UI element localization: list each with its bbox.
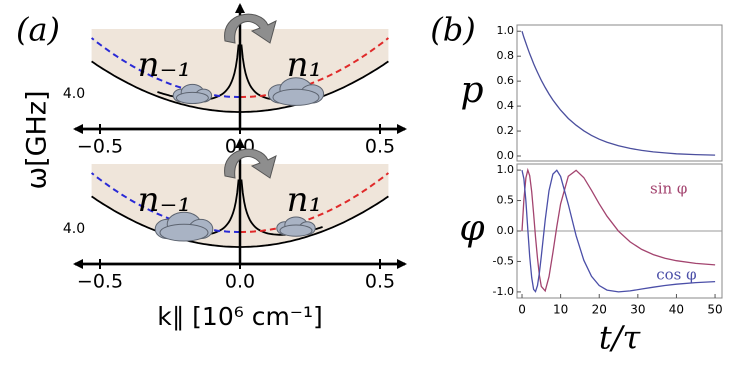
y-tick-label: 0.4 (497, 99, 515, 112)
x-tick-label: 40 (669, 303, 684, 317)
x-tick-label: −0.5 (77, 136, 123, 158)
x-tick-label: 50 (707, 303, 722, 317)
x-axis-label: t/τ (599, 319, 642, 357)
y-tick-label: 0.6 (497, 74, 515, 87)
cloud-puff (159, 223, 209, 242)
y-tick-label: 0.2 (497, 124, 515, 137)
y-tick-label: 0.0 (497, 149, 515, 162)
mode-label: n₋₁ (138, 180, 191, 220)
dashed-branch (90, 37, 240, 98)
x-tick-label: 10 (553, 303, 568, 317)
cloud (172, 83, 213, 105)
data-line (521, 169, 716, 293)
dashed-branch (240, 172, 390, 233)
plot-frame (516, 24, 723, 162)
x-tick-label: 0 (518, 303, 526, 317)
cloud-puff (272, 88, 320, 106)
exchange-arrow (224, 148, 277, 179)
y-tick-label: 0.0 (497, 224, 515, 237)
level-label: 4.0 (63, 86, 85, 102)
y-axis-label: p (460, 70, 483, 111)
x-tick-label: 0.0 (225, 271, 255, 293)
cloud (154, 211, 214, 242)
x-tick-label: 30 (630, 303, 645, 317)
dashed-branch (90, 172, 240, 233)
y-tick-label: 1.0 (497, 24, 515, 37)
x-tick-label: 20 (592, 303, 607, 317)
panel-label: (b) (430, 11, 475, 49)
y-tick-label: 1.0 (497, 163, 515, 176)
x-tick-label: 0.5 (365, 136, 395, 158)
cloud (276, 216, 316, 237)
cloud-puff (279, 224, 313, 237)
panel-label: (a) (16, 11, 60, 49)
cloud-puff (175, 91, 209, 105)
x-axis-label: k∥ [10⁶ cm⁻¹] (157, 302, 323, 331)
exchange-arrow (224, 13, 277, 44)
y-tick-label: 0.8 (497, 49, 515, 62)
cloud (267, 77, 325, 106)
series-label: cos φ (656, 265, 696, 283)
mode-label: n₁ (287, 45, 323, 85)
data-line (521, 31, 716, 156)
x-tick-label: 0.5 (365, 271, 395, 293)
y-tick-label: 0.5 (497, 194, 515, 207)
mode-label: n₋₁ (138, 45, 191, 85)
x-tick-label: −0.5 (77, 271, 123, 293)
y-axis-label: ω[GHz] (22, 90, 53, 189)
dashed-branch (240, 37, 390, 98)
y-tick-label: -0.5 (493, 254, 514, 267)
series-label: sin φ (650, 180, 687, 198)
mode-label: n₁ (287, 180, 323, 220)
y-axis-label: φ (459, 208, 485, 249)
y-tick-label: -1.0 (493, 285, 514, 298)
level-label: 4.0 (63, 221, 85, 237)
data-line (521, 167, 716, 293)
